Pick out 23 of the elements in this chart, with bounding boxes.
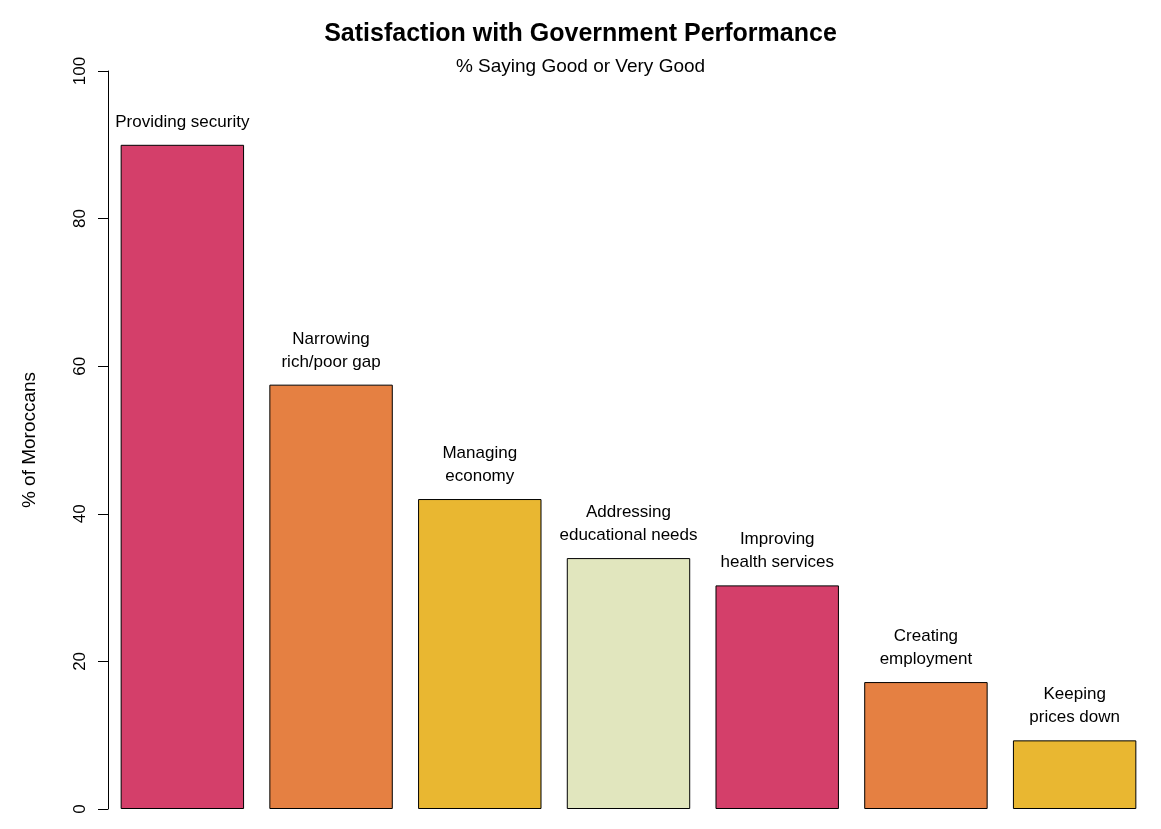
y-tick-label: 60	[70, 356, 89, 376]
chart-subtitle: % Saying Good or Very Good	[455, 55, 706, 76]
x-tick-label: Providing security	[115, 111, 250, 131]
y-axis-title: % of Moroccans	[18, 371, 39, 509]
y-tick-label: 40	[70, 504, 89, 524]
x-tick-label: Improving health services	[720, 529, 834, 572]
bar	[418, 499, 542, 809]
y-tick-label: 80	[70, 209, 89, 229]
y-tick-label: 0	[70, 804, 89, 814]
x-tick-label: Addressing educational needs	[559, 502, 698, 545]
bar	[1012, 740, 1137, 809]
x-tick-label: Managing economy	[442, 443, 518, 486]
y-tick-label: 20	[70, 651, 89, 671]
bar	[715, 585, 839, 809]
bar	[269, 384, 393, 809]
x-tick-label: Keeping prices down	[1029, 684, 1120, 727]
bar	[566, 558, 691, 809]
bar	[864, 682, 988, 809]
chart-title: Satisfaction with Government Performance	[324, 17, 837, 46]
bar	[120, 144, 245, 809]
x-tick-label: Narrowing rich/poor gap	[281, 328, 381, 371]
x-tick-label: Creating employment	[879, 626, 973, 669]
y-tick-label: 100	[70, 56, 89, 86]
